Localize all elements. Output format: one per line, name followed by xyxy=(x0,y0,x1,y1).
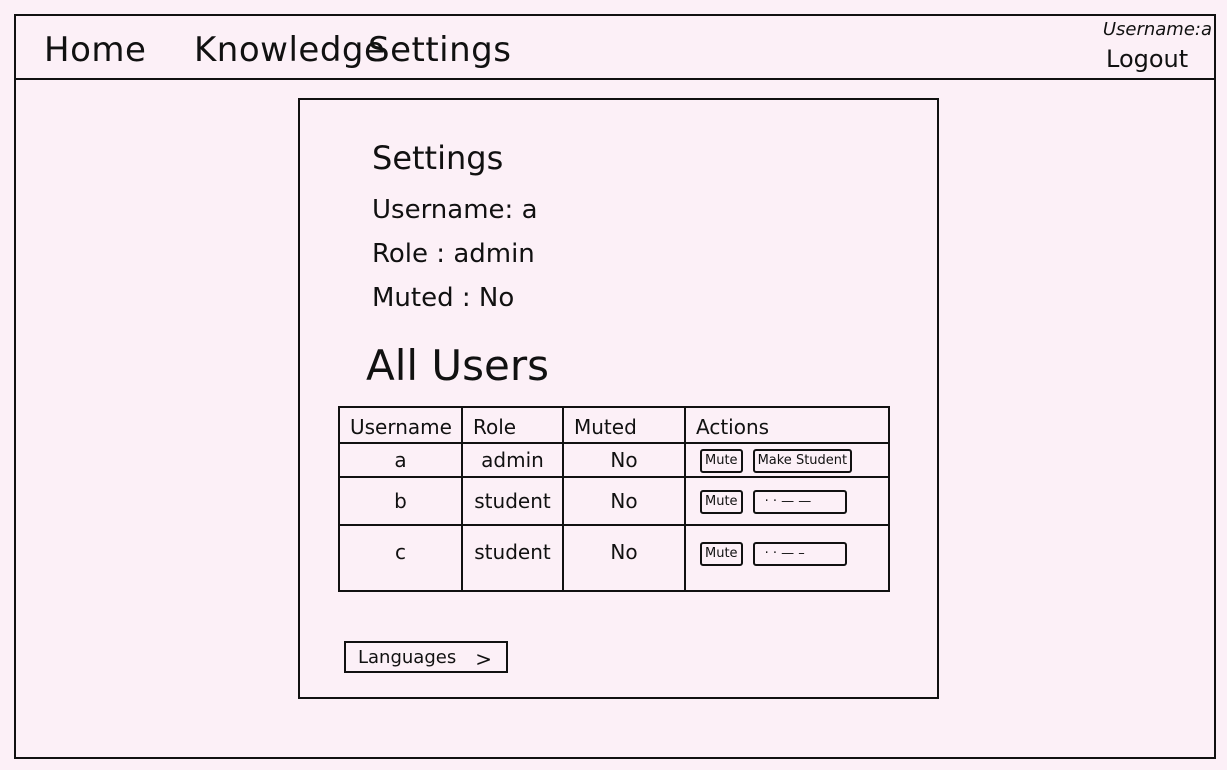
cell-role: admin xyxy=(461,442,564,478)
chevron-right-icon: > xyxy=(475,647,492,671)
settings-panel: Settings Username: a Role : admin Muted … xyxy=(298,98,939,699)
nav-settings-link[interactable]: Settings xyxy=(368,30,512,70)
cell-role: student xyxy=(461,524,564,592)
make-student-button[interactable]: Make Student xyxy=(752,448,853,473)
column-header-muted: Muted xyxy=(562,406,686,444)
mute-button[interactable]: Mute xyxy=(700,489,743,514)
cell-muted: No xyxy=(562,476,686,526)
top-nav-bar: Home Knowledge Settings Username:a Logou… xyxy=(16,16,1214,80)
nav-home-link[interactable]: Home xyxy=(44,30,147,70)
cell-role: student xyxy=(461,476,564,526)
table-header-row: Username Role Muted Actions xyxy=(338,406,890,444)
cell-muted: No xyxy=(562,442,686,478)
cell-actions: Mute · · — — xyxy=(684,476,890,526)
logout-link[interactable]: Logout xyxy=(1106,45,1189,73)
column-header-role: Role xyxy=(461,406,564,444)
role-action-button[interactable]: · · — – xyxy=(752,541,847,566)
mute-button[interactable]: Mute xyxy=(700,448,743,473)
table-row: a admin No Mute Make Student xyxy=(338,442,890,478)
languages-button[interactable]: Languages > xyxy=(344,641,508,673)
users-table: Username Role Muted Actions a admin No M… xyxy=(338,406,890,592)
all-users-title: All Users xyxy=(366,341,550,390)
table-row: c student No Mute · · — – xyxy=(338,524,890,592)
settings-username: Username: a xyxy=(372,195,538,225)
settings-role: Role : admin xyxy=(372,239,535,269)
mute-button[interactable]: Mute xyxy=(700,541,743,566)
current-user-label: Username:a xyxy=(1102,19,1212,40)
cell-actions: Mute Make Student xyxy=(684,442,890,478)
table-row: b student No Mute · · — — xyxy=(338,476,890,526)
app-window: Home Knowledge Settings Username:a Logou… xyxy=(14,14,1216,759)
cell-username: a xyxy=(338,442,463,478)
languages-label: Languages xyxy=(358,646,457,668)
settings-muted: Muted : No xyxy=(372,283,515,313)
cell-muted: No xyxy=(562,524,686,592)
nav-knowledge-link[interactable]: Knowledge xyxy=(194,30,386,70)
cell-username: c xyxy=(338,524,463,592)
cell-username: b xyxy=(338,476,463,526)
column-header-actions: Actions xyxy=(684,406,890,444)
role-action-button[interactable]: · · — — xyxy=(752,489,847,514)
cell-actions: Mute · · — – xyxy=(684,524,890,592)
settings-title: Settings xyxy=(372,139,504,177)
column-header-username: Username xyxy=(338,406,463,444)
